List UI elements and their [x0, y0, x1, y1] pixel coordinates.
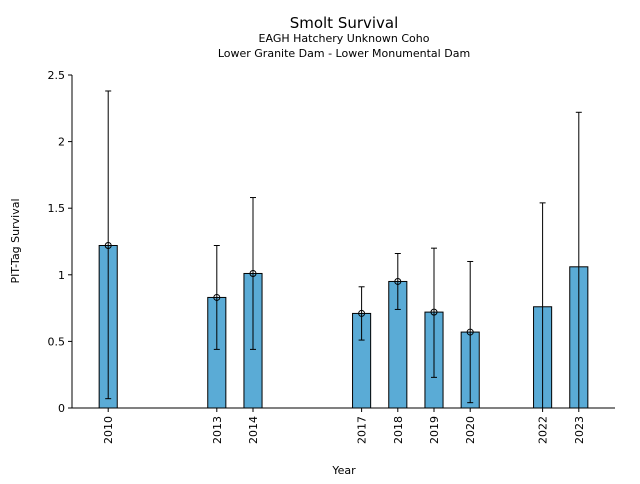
x-tick-label-2010: 2010: [102, 416, 115, 444]
x-tick-label-2014: 2014: [247, 416, 260, 444]
point-marker-2013: [213, 293, 221, 301]
x-tick-label-2019: 2019: [428, 416, 441, 444]
point-marker-2017: [358, 309, 366, 317]
y-ticks: 0 0.5 1 1.5 2 2.5: [48, 69, 72, 415]
y-axis-label: PIT-Tag Survival: [9, 198, 22, 283]
x-tick-label-2017: 2017: [356, 416, 369, 444]
point-marker-2019: [430, 308, 438, 316]
x-tick-label-2020: 2020: [464, 416, 477, 444]
point-marker-2010: [104, 241, 112, 249]
x-tick-label-2013: 2013: [211, 416, 224, 444]
chart-subtitle-2: Lower Granite Dam - Lower Monumental Dam: [218, 47, 470, 60]
chart-subtitle-1: EAGH Hatchery Unknown Coho: [259, 32, 430, 45]
y-tick-label: 2: [58, 136, 65, 149]
y-tick-label: 1.5: [48, 202, 66, 215]
x-tick-label-2023: 2023: [573, 416, 586, 444]
x-tick-label-2018: 2018: [392, 416, 405, 444]
x-tick-label-2022: 2022: [537, 416, 550, 444]
chart-title: Smolt Survival: [290, 14, 399, 32]
y-tick-label: 0: [58, 402, 65, 415]
y-tick-label: 1: [58, 269, 65, 282]
y-tick-label: 2.5: [48, 69, 66, 82]
y-tick-label: 0.5: [48, 335, 66, 348]
x-ticks: 2010 2013 2014 2017 2018 2019 2020 2022 2023: [102, 408, 586, 444]
x-axis-label: Year: [331, 464, 356, 477]
plot-area: [98, 90, 589, 409]
point-marker-2020: [466, 328, 474, 336]
point-marker-2014: [249, 269, 257, 277]
point-marker-2018: [394, 277, 402, 285]
